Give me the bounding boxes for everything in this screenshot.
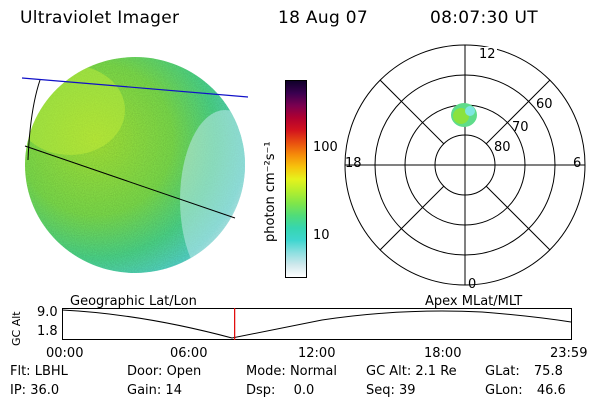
black-track-line: [24, 145, 236, 219]
colorbar: [285, 80, 307, 278]
mode-label: Mode:: [246, 364, 286, 379]
polar-plot: [344, 44, 586, 286]
seq-info: Seq: 39: [366, 383, 416, 398]
ip-info: IP: 36.0: [10, 383, 59, 398]
glat-info: GLat: 75.8: [485, 364, 563, 379]
gain-value: 14: [165, 383, 182, 398]
colorbar-label: photon cm⁻²s⁻¹: [263, 141, 278, 242]
timeline-ymax: 9.0: [37, 305, 58, 320]
dsp-value: 0.0: [293, 383, 315, 398]
gcalt-label: GC Alt:: [366, 364, 412, 379]
ip-value: 36.0: [30, 383, 60, 398]
time-label: 08:07:30 UT: [430, 8, 538, 28]
timeline-ymin: 1.8: [37, 324, 58, 339]
altitude-curve: [61, 309, 572, 339]
door-label: Door:: [127, 364, 163, 379]
time-tick-2: 12:00: [298, 346, 336, 361]
gcalt-info: GC Alt: 2.1 Re: [366, 364, 457, 379]
mode-info: Mode: Normal: [246, 364, 337, 379]
door-info: Door: Open: [127, 364, 201, 379]
lat-label-80: 80: [494, 140, 511, 155]
mlt-label-6: 6: [573, 156, 582, 171]
time-tick-1: 06:00: [170, 346, 208, 361]
lat-label-60: 60: [536, 97, 553, 112]
glat-value: 75.8: [533, 364, 563, 379]
terminator-line: [27, 79, 41, 161]
polar-diag-1: [379, 79, 445, 145]
blue-track-line: [21, 77, 249, 98]
aurora-edge: [465, 106, 475, 116]
ip-label: IP:: [10, 383, 27, 398]
filter-label: Flt:: [10, 364, 31, 379]
gain-info: Gain: 14: [127, 383, 182, 398]
polar-diag-3: [485, 79, 551, 145]
uv-image: [21, 57, 249, 273]
seq-value: 39: [399, 383, 416, 398]
time-tick-0: 00:00: [46, 346, 84, 361]
glat-label: GLat:: [485, 364, 520, 379]
aurora-core: [453, 108, 469, 124]
filter-info: Flt: LBHL: [10, 364, 68, 379]
polar-diag-4: [379, 185, 445, 251]
lat-label-70: 70: [512, 120, 529, 135]
time-tick-4: 23:59: [550, 346, 588, 361]
timeline-left-title: Geographic Lat/Lon: [70, 294, 197, 309]
polar-diag-2: [485, 185, 551, 251]
gain-label: Gain:: [127, 383, 162, 398]
filter-value: LBHL: [34, 364, 68, 379]
mlt-label-18: 18: [345, 156, 362, 171]
gcalt-value: 2.1 Re: [415, 364, 457, 379]
instrument-title: Ultraviolet Imager: [20, 8, 180, 28]
timeline-plot: [61, 308, 572, 340]
dsp-label: Dsp:: [246, 383, 276, 398]
colorbar-tick-100: 100: [313, 140, 338, 155]
timeline-frame: [62, 308, 572, 340]
colorbar-tick-10: 10: [313, 228, 330, 243]
limb-fade: [180, 110, 245, 273]
date-label: 18 Aug 07: [278, 8, 368, 28]
mlt-label-12: 12: [478, 47, 497, 62]
door-value: Open: [166, 364, 202, 379]
timeline-ylabel: GC Alt: [10, 311, 23, 346]
seq-label: Seq:: [366, 383, 395, 398]
time-tick-3: 18:00: [424, 346, 462, 361]
mode-value: Normal: [289, 364, 337, 379]
glon-value: 46.6: [536, 383, 566, 398]
glon-label: GLon:: [485, 383, 523, 398]
timeline-right-title: Apex MLat/MLT: [425, 294, 523, 309]
dsp-info: Dsp: 0.0: [246, 383, 314, 398]
mlt-label-0: 0: [468, 277, 477, 292]
glon-info: GLon: 46.6: [485, 383, 566, 398]
